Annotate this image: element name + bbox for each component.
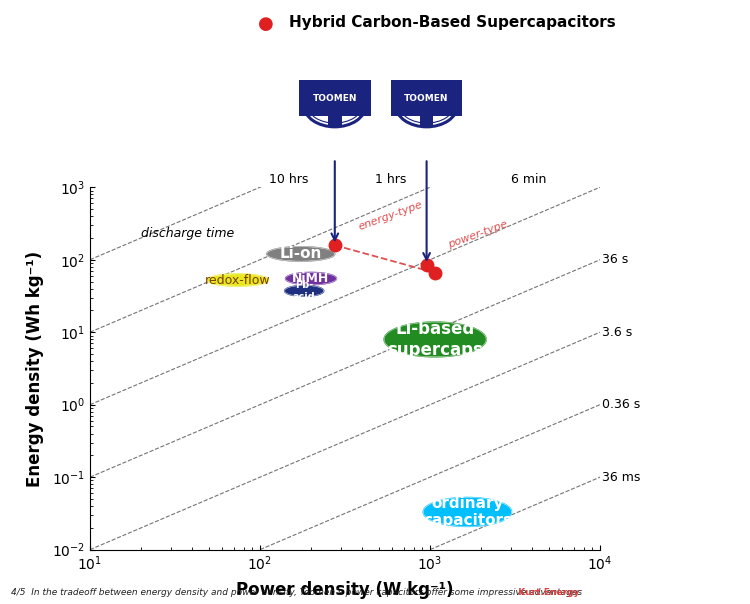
Text: Pb-
acid: Pb- acid xyxy=(292,280,316,301)
Polygon shape xyxy=(267,246,334,261)
Text: 0.36 s: 0.36 s xyxy=(602,398,640,411)
Text: power-type: power-type xyxy=(447,219,509,249)
Text: 3.6 s: 3.6 s xyxy=(602,326,632,339)
Text: discharge time: discharge time xyxy=(141,227,234,240)
Text: energy-type: energy-type xyxy=(357,199,424,232)
Polygon shape xyxy=(285,286,324,297)
Text: 4/5  In the tradeoff between energy density and power density, Toomen’s power ca: 4/5 In the tradeoff between energy densi… xyxy=(11,588,582,597)
X-axis label: Power density (W kg⁻¹): Power density (W kg⁻¹) xyxy=(236,582,454,599)
Polygon shape xyxy=(384,322,486,357)
Text: Li-based
supercaps: Li-based supercaps xyxy=(387,320,483,359)
Text: Hybrid Carbon-Based Supercapacitors: Hybrid Carbon-Based Supercapacitors xyxy=(289,15,616,30)
Text: ordinary
capacitors: ordinary capacitors xyxy=(423,496,512,528)
Text: 36 s: 36 s xyxy=(602,253,628,266)
Text: NiMH: NiMH xyxy=(292,272,329,285)
Polygon shape xyxy=(423,498,512,527)
Polygon shape xyxy=(286,272,337,284)
Text: 1 hrs: 1 hrs xyxy=(375,173,406,186)
Text: 36 ms: 36 ms xyxy=(602,471,640,484)
Text: 10 hrs: 10 hrs xyxy=(269,173,308,186)
Text: TOOMEN: TOOMEN xyxy=(404,94,448,103)
Text: Li-on: Li-on xyxy=(280,246,322,262)
Y-axis label: Energy density (Wh kg⁻¹): Energy density (Wh kg⁻¹) xyxy=(26,251,44,486)
Text: redox-flow: redox-flow xyxy=(205,274,271,286)
Polygon shape xyxy=(207,274,268,286)
Text: TOOMEN: TOOMEN xyxy=(313,94,357,103)
Text: Kurt.Energy: Kurt.Energy xyxy=(512,588,580,597)
Text: ●: ● xyxy=(258,15,274,33)
Text: 6 min: 6 min xyxy=(511,173,546,186)
